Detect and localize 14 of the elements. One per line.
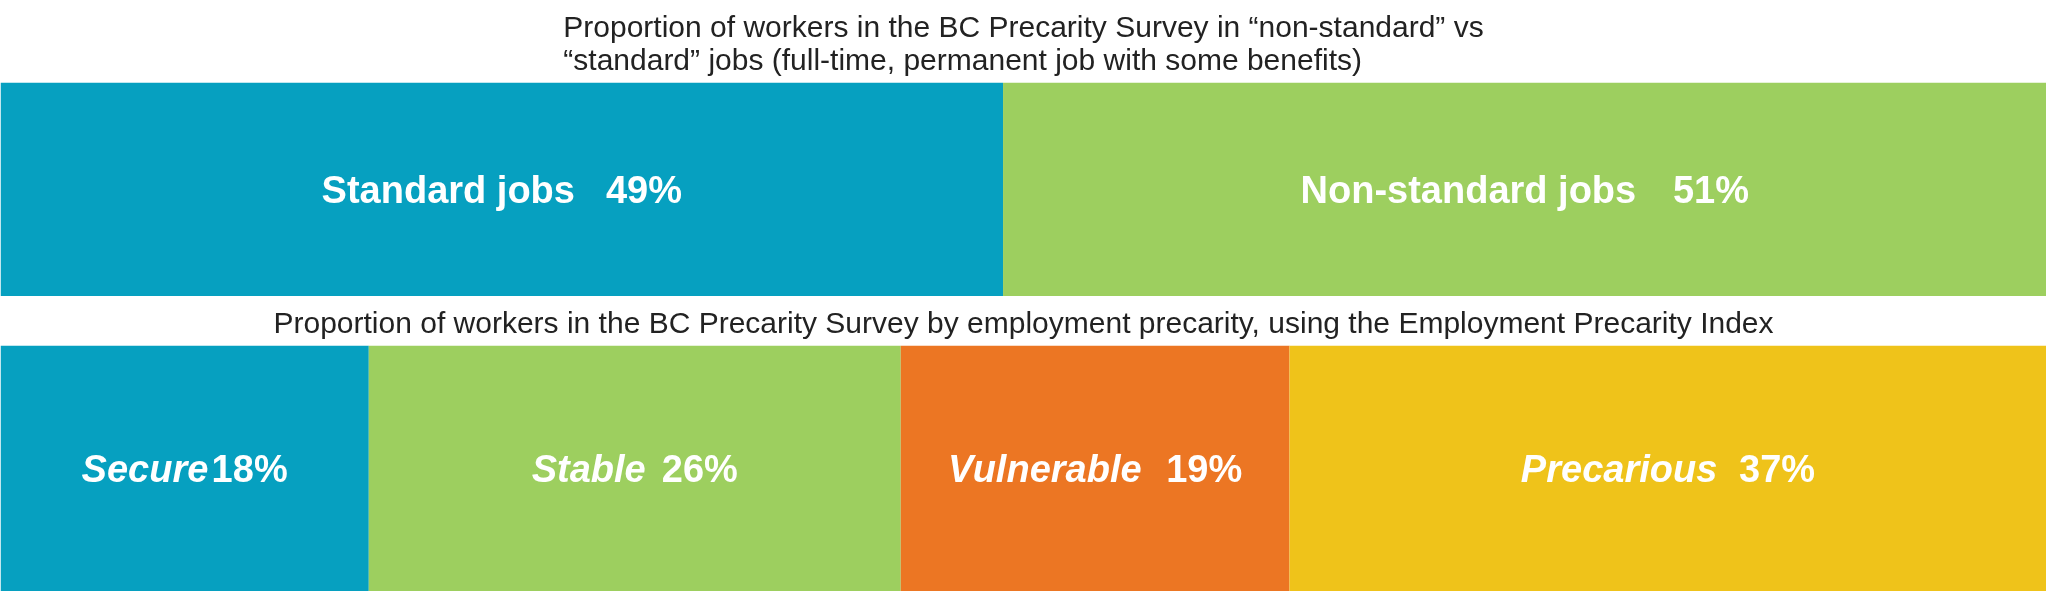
series-label: Non-standard jobs: [1300, 168, 1637, 211]
chart-title: Proportion of workers in the BC Precarity Survey by employment precarity, using the Employment Precarity Index: [273, 305, 1774, 339]
series-label: Stable: [531, 447, 646, 490]
data-label: 49%: [605, 168, 682, 211]
series-label: Vulnerable: [947, 447, 1142, 490]
chart-title: Proportion of workers in the BC Precarity Survey in “non-standard” vs “standard” jobs (full-time, permanent job with some benefits): [563, 9, 1484, 76]
data-label: 26%: [661, 447, 738, 490]
series-label: Secure: [81, 447, 209, 490]
data-label: 18%: [211, 447, 288, 490]
data-label: 51%: [1672, 168, 1750, 211]
series-label: Standard jobs: [321, 168, 575, 211]
data-label: 37%: [1739, 447, 1816, 490]
series-label: Precarious: [1520, 447, 1718, 490]
data-label: 19%: [1166, 447, 1243, 490]
